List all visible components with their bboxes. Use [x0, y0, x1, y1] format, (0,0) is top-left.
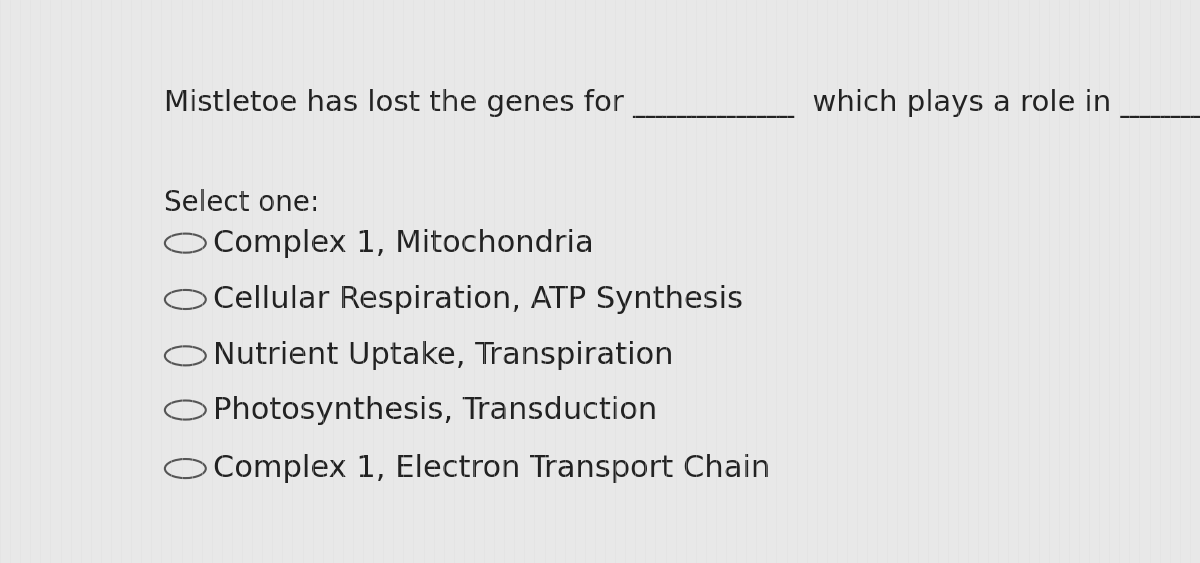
Circle shape	[164, 290, 206, 309]
Text: Nutrient Uptake, Transpiration: Nutrient Uptake, Transpiration	[214, 341, 673, 370]
Text: Cellular Respiration, ATP Synthesis: Cellular Respiration, ATP Synthesis	[214, 285, 743, 314]
Text: Mistletoe has lost the genes for ___________  which plays a role in ______: Mistletoe has lost the genes for _______…	[164, 89, 1200, 118]
Text: Select one:: Select one:	[164, 189, 319, 217]
Text: Complex 1, Electron Transport Chain: Complex 1, Electron Transport Chain	[214, 454, 770, 483]
Text: Photosynthesis, Transduction: Photosynthesis, Transduction	[214, 396, 658, 425]
Circle shape	[164, 459, 206, 478]
Circle shape	[164, 234, 206, 253]
Circle shape	[164, 346, 206, 365]
Circle shape	[164, 400, 206, 419]
Text: Complex 1, Mitochondria: Complex 1, Mitochondria	[214, 229, 594, 258]
